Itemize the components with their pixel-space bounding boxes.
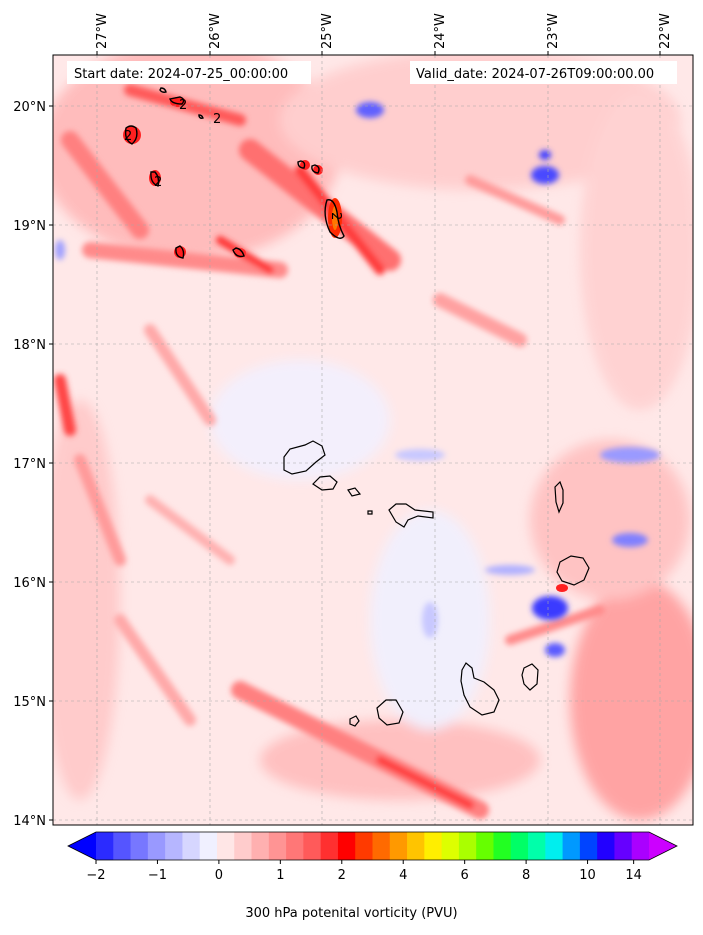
colorbar-tick-label: 8: [522, 868, 530, 883]
island-santo-antao: [283, 440, 326, 475]
colorbar-cell: [216, 832, 235, 860]
island-sao-nicolau: [388, 503, 434, 528]
lat-label: 16°N: [13, 576, 46, 591]
colorbar-cell: [458, 832, 477, 860]
contour-label: 2: [328, 212, 343, 220]
colorbar-tick-label: 6: [461, 868, 469, 883]
island-maio: [521, 663, 539, 691]
colorbar-cell: [579, 832, 598, 860]
colorbar-cell: [286, 832, 304, 860]
island-sal: [554, 480, 564, 514]
colorbar-tick-label: 10: [579, 868, 596, 883]
lat-label: 20°N: [13, 100, 46, 115]
contour-label: 2: [124, 129, 132, 144]
colorbar: −2 −1 0 1 2 4 6 8 10 14: [67, 831, 678, 883]
colorbar-cell: [389, 832, 408, 860]
colorbar-title: 300 hPa potenital vorticity (PVU): [245, 906, 458, 921]
colorbar-tick-label: 0: [215, 868, 223, 883]
start-date-text: Start date: 2024-07-25_00:00:00: [74, 67, 288, 82]
colorbar-cell: [96, 832, 114, 860]
lat-label: 15°N: [13, 695, 46, 710]
colorbar-tick-label: 4: [399, 868, 407, 883]
colorbar-cell: [303, 832, 322, 860]
colorbar-cell: [476, 832, 494, 860]
lat-label: 17°N: [13, 457, 46, 472]
colorbar-cell: [597, 832, 615, 860]
lon-label: 27°W: [95, 13, 110, 49]
lon-label: 25°W: [320, 13, 335, 49]
colorbar-tick-label: 14: [625, 868, 642, 883]
colorbar-cell: [320, 832, 339, 860]
contour-label: 2: [179, 98, 187, 113]
colorbar-ticks: −2 −1 0 1 2 4 6 8 10 14: [86, 860, 642, 883]
colorbar-cell: [510, 832, 529, 860]
lat-label: 18°N: [13, 338, 46, 353]
island-fogo: [376, 699, 404, 726]
island-sao-vicente: [312, 475, 338, 491]
coastlines: [283, 440, 590, 727]
vorticity-field: 2 2 2 2 2 Start date: 2024-07-25_00:00:0…: [53, 55, 693, 825]
contour-labels: 2 2 2 2 2: [124, 98, 343, 220]
colorbar-cell: [147, 832, 166, 860]
longitude-labels: 27°W 26°W 25°W 24°W 23°W 22°W: [95, 13, 673, 55]
colorbar-cell: [441, 832, 460, 860]
colorbar-cell: [113, 832, 132, 860]
colorbar-cell: [199, 832, 218, 860]
colorbar-tick-label: −1: [148, 868, 167, 883]
lat-label: 19°N: [13, 219, 46, 234]
colorbar-cell: [424, 832, 443, 860]
colorbar-cell: [182, 832, 201, 860]
graticule: [53, 55, 693, 825]
map-frame: [52, 54, 694, 826]
colorbar-cell: [251, 832, 270, 860]
island-islet: [367, 510, 373, 515]
island-brava: [349, 715, 360, 727]
colorbar-cell: [372, 832, 391, 860]
lat-label: 14°N: [13, 814, 46, 829]
contour-label: 2: [154, 175, 162, 190]
colorbar-cell: [493, 832, 512, 860]
colorbar-cell: [130, 832, 149, 860]
island-santa-luzia: [347, 487, 362, 497]
colorbar-cell: [545, 832, 564, 860]
colorbar-extend-high: [649, 832, 677, 860]
colorbar-cell: [614, 832, 633, 860]
colorbar-cell: [528, 832, 546, 860]
colorbar-cell: [268, 832, 287, 860]
colorbar-cells: [96, 832, 650, 860]
lon-label: 22°W: [658, 13, 673, 49]
start-date-box: Start date: 2024-07-25_00:00:00: [67, 61, 311, 84]
colorbar-tick-label: 1: [276, 868, 284, 883]
colorbar-cell: [165, 832, 183, 860]
colorbar-tick-label: 2: [338, 868, 346, 883]
colorbar-tick-label: −2: [86, 868, 105, 883]
lon-label: 23°W: [546, 13, 561, 49]
contour-label: 2: [213, 112, 221, 127]
valid-date-text: Valid_date: 2024-07-26T09:00:00.00: [416, 67, 654, 82]
island-santiago: [460, 662, 500, 716]
colorbar-cell: [355, 832, 373, 860]
valid-date-box: Valid_date: 2024-07-26T09:00:00.00: [410, 61, 677, 84]
colorbar-cell: [407, 832, 425, 860]
colorbar-cell: [234, 832, 253, 860]
colorbar-cell: [337, 832, 356, 860]
pv-contours: [124, 87, 345, 259]
colorbar-cell: [562, 832, 581, 860]
island-boa-vista: [556, 555, 590, 586]
latitude-labels: 20°N 19°N 18°N 17°N 16°N 15°N 14°N: [13, 100, 53, 829]
lon-label: 26°W: [208, 13, 223, 49]
lon-label: 24°W: [433, 13, 448, 49]
colorbar-extend-low: [68, 832, 96, 860]
colorbar-cell: [631, 832, 650, 860]
